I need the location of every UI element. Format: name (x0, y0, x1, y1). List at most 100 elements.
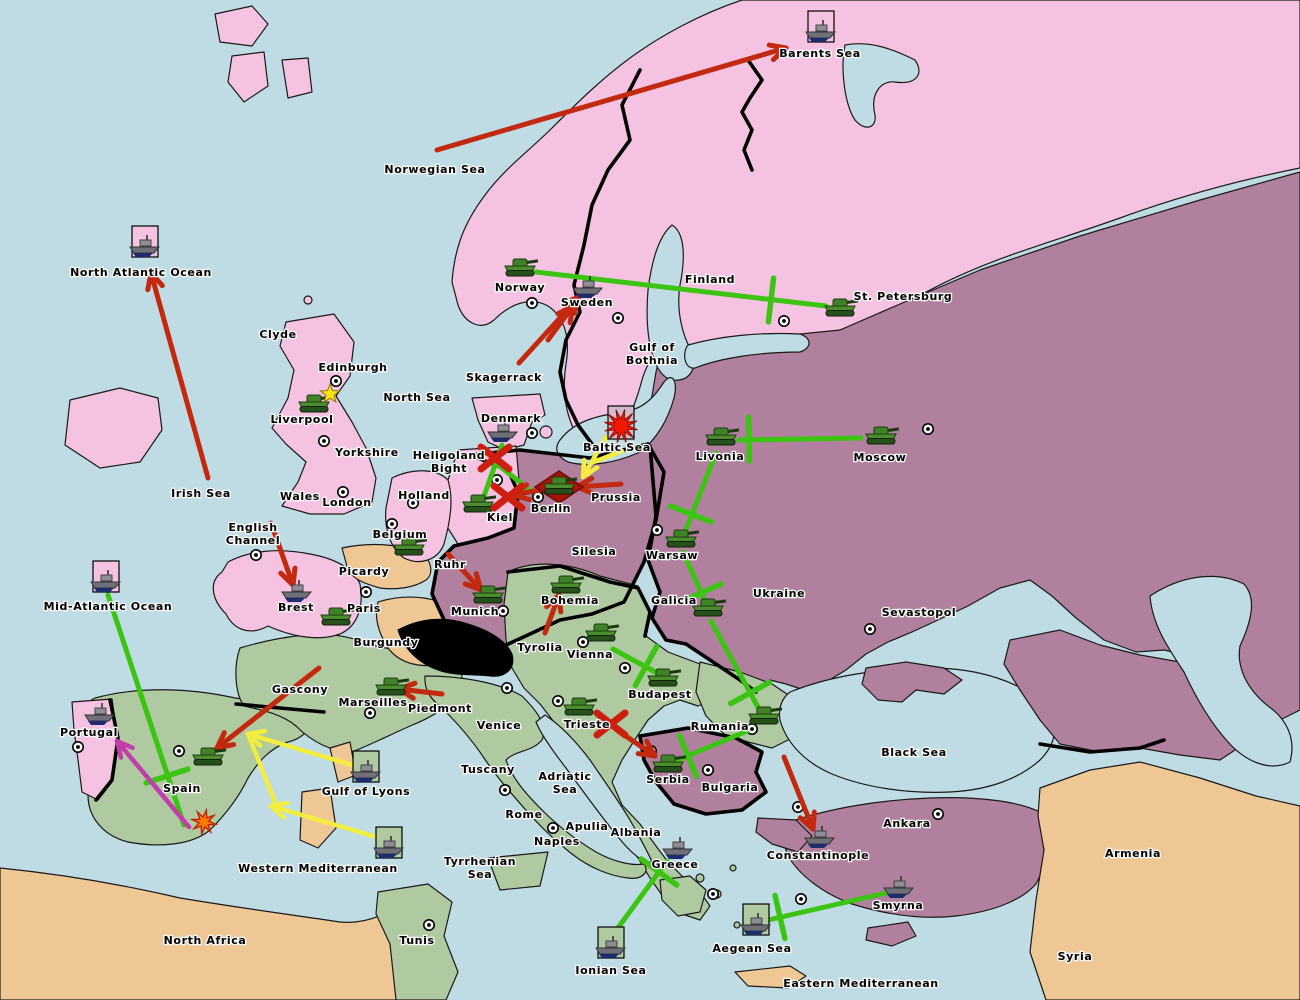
switzerland-impassable (397, 618, 514, 677)
border-bohemia-galicia (506, 564, 652, 638)
border-spain-portugal (94, 698, 120, 802)
label-tyrolia: Tyrolia (517, 641, 563, 654)
label-gulf-of-bothnia: Gulf of Bothnia (626, 341, 678, 367)
label-warsaw: Warsaw (646, 549, 698, 562)
border-norway-sweden (558, 68, 642, 446)
label-kiel: Kiel (487, 511, 513, 524)
landmass-islet3 (729, 864, 737, 872)
label-tuscany: Tuscany (461, 763, 515, 776)
inland-seas (397, 43, 1293, 863)
fleet-barents-sea (805, 10, 837, 43)
label-prussia: Prussia (591, 491, 641, 504)
army-bohemia (550, 575, 585, 594)
landmass-orkney (303, 295, 313, 305)
red-arrow-bulgaria-coast-constantinople (781, 754, 817, 832)
landmass-island-nw2 (227, 51, 269, 103)
white-sea (842, 43, 920, 128)
label-heligoland-bight: Heligoland Bight (413, 449, 486, 475)
landmass-crete (734, 965, 807, 989)
label-bulgaria: Bulgaria (702, 781, 759, 794)
border-russia-west (646, 444, 758, 694)
landmass-sicily (487, 851, 549, 891)
landmass-island-nw1 (214, 5, 269, 47)
supply-center-sweden (611, 311, 624, 324)
fleet-constantinople (804, 826, 836, 848)
label-armenia: Armenia (1105, 847, 1161, 860)
label-clyde: Clyde (259, 328, 296, 341)
label-constantinople: Constantinople (767, 849, 869, 862)
red-arrow-ruhr-munich (445, 551, 484, 593)
landmass-ireland (64, 387, 163, 469)
label-apulia: Apulia (566, 820, 609, 833)
fleet-sweden (572, 276, 604, 298)
landmass-islet4 (733, 921, 741, 929)
label-wales: Wales (280, 490, 320, 503)
supply-center-ankara (931, 807, 944, 820)
army-galicia (692, 598, 727, 617)
support-smyrna-aegean-sea (761, 890, 889, 942)
label-finland: Finland (685, 273, 735, 286)
label-spain: Spain (163, 782, 201, 795)
landmass-britain (271, 313, 377, 515)
gulf-of-finland-sea (684, 332, 810, 369)
label-ankara: Ankara (883, 817, 931, 830)
label-denmark: Denmark (481, 412, 541, 425)
label-holland: Holland (398, 489, 450, 502)
supply-center-smyrna (794, 892, 807, 905)
label-norway: Norway (495, 281, 545, 294)
crimea (861, 661, 963, 703)
label-ruhr: Ruhr (434, 558, 466, 571)
label-ukraine: Ukraine (753, 587, 805, 600)
fleet-ionian-sea (595, 926, 627, 959)
fleet-denmark (487, 420, 519, 442)
supply-center-tunis (422, 918, 435, 931)
supply-center-budapest (618, 661, 631, 674)
fleet-portugal (84, 703, 116, 725)
army-warsaw (665, 529, 700, 548)
yellow-arrow-western-mediterranean-spain-coast (268, 800, 390, 843)
label-western-mediterranean: Western Mediterranean (238, 862, 398, 875)
label-naples: Naples (534, 835, 580, 848)
caucasus (1003, 629, 1251, 761)
label-tunis: Tunis (399, 934, 434, 947)
caspian-sea (1149, 575, 1293, 767)
label-brest: Brest (278, 601, 314, 614)
border-finland-russia (740, 58, 764, 172)
supply-center-st-petersburg (777, 314, 790, 327)
support-budapest-vienna (610, 643, 660, 689)
landmass-thrace (755, 817, 813, 853)
label-belgium: Belgium (373, 528, 428, 541)
bounce-star-liverpool-edinburgh-border (319, 382, 341, 404)
landmass-island-nw3 (281, 57, 313, 99)
standoff-x-trieste (593, 709, 629, 739)
supply-center-berlin (531, 490, 544, 503)
label-mid-atlantic-ocean: Mid-Atlantic Ocean (44, 600, 173, 613)
label-north-atlantic-ocean: North Atlantic Ocean (70, 266, 212, 279)
destroyed-fleet-baltic-sea (604, 405, 638, 443)
red-arrow-english-channel-brest (268, 520, 298, 588)
label-berlin: Berlin (531, 502, 571, 515)
support-livonia-warsaw (667, 450, 719, 538)
label-english-channel: English Channel (226, 521, 280, 547)
label-eastern-mediterranean: Eastern Mediterranean (783, 977, 938, 990)
support-ionian-sea-greece (609, 856, 680, 939)
landmass-tunis (375, 883, 459, 1000)
label-norwegian-sea: Norwegian Sea (384, 163, 485, 176)
supply-center-brest (250, 548, 263, 561)
supply-center-vienna (576, 635, 589, 648)
label-sweden: Sweden (561, 296, 613, 309)
label-piedmont: Piedmont (408, 702, 472, 715)
landmass-armenia-syria (1029, 761, 1300, 1000)
army-rumania (748, 706, 783, 725)
label-rumania: Rumania (691, 720, 749, 733)
label-london: London (322, 496, 371, 509)
landmass-france-south (235, 634, 463, 753)
army-moscow (865, 426, 900, 445)
label-galicia: Galicia (651, 594, 697, 607)
army-vienna (585, 623, 620, 642)
army-paris (320, 607, 355, 626)
label-smyrna: Smyrna (873, 899, 924, 912)
army-st-petersburg (824, 298, 859, 317)
army-budapest (647, 668, 682, 687)
